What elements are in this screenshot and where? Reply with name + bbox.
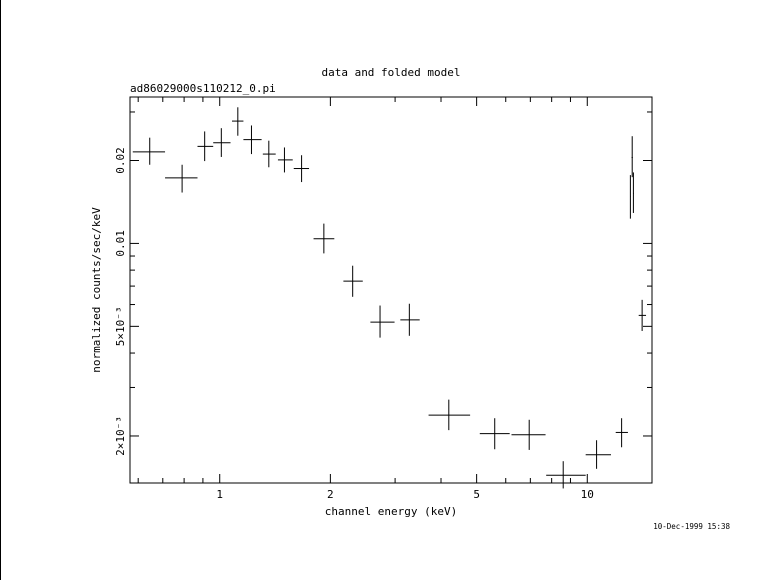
data-point bbox=[165, 164, 198, 193]
data-point bbox=[400, 303, 420, 336]
x-tick-label: 10 bbox=[581, 488, 594, 501]
data-point bbox=[585, 440, 611, 469]
y-tick-label: 0.02 bbox=[114, 147, 127, 174]
data-point bbox=[370, 305, 395, 338]
data-point bbox=[313, 223, 335, 254]
data-point bbox=[213, 128, 231, 157]
x-axis-label: channel energy (keV) bbox=[325, 505, 457, 518]
data-point bbox=[615, 418, 628, 448]
data-point bbox=[546, 461, 586, 489]
data-points bbox=[132, 107, 647, 489]
y-tick-label: 2×10⁻³ bbox=[114, 416, 127, 456]
x-tick-label: 2 bbox=[327, 488, 334, 501]
data-point bbox=[479, 418, 510, 450]
data-point bbox=[293, 155, 310, 183]
x-tick-label: 5 bbox=[473, 488, 480, 501]
data-point bbox=[243, 125, 262, 155]
y-tick-label: 0.01 bbox=[114, 230, 127, 257]
y-tick-label: 5×10⁻³ bbox=[114, 306, 127, 346]
plot-frame bbox=[129, 96, 653, 484]
data-point bbox=[428, 399, 471, 431]
chart-subtitle: ad86029000s110212_0.pi bbox=[130, 82, 276, 95]
data-point bbox=[197, 131, 214, 162]
y-axis-label: normalized counts/sec/keV bbox=[90, 207, 103, 373]
data-point bbox=[343, 265, 363, 297]
data-point bbox=[631, 136, 633, 178]
axis-ticks bbox=[130, 97, 652, 483]
axis-tick-labels: 1 2 5 10 2×10⁻³ 5×10⁻³ 0.01 0.02 bbox=[114, 147, 594, 501]
data-point bbox=[638, 299, 647, 331]
window-left-border bbox=[0, 0, 1, 580]
chart-title: data and folded model bbox=[321, 66, 460, 79]
data-point bbox=[232, 107, 244, 136]
data-point bbox=[262, 140, 276, 168]
data-point bbox=[511, 419, 546, 450]
data-point bbox=[277, 147, 293, 173]
data-point bbox=[132, 137, 166, 165]
data-point bbox=[632, 172, 634, 213]
x-tick-label: 1 bbox=[216, 488, 223, 501]
timestamp: 10-Dec-1999 15:38 bbox=[653, 522, 730, 531]
